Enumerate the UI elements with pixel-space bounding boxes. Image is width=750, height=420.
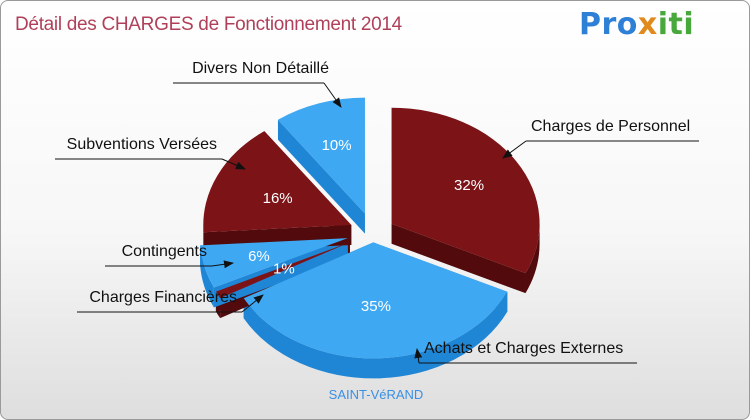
pie-label-arrow xyxy=(221,158,246,170)
pie-label-arrow xyxy=(241,294,264,313)
logo-part-iti: iti xyxy=(657,7,695,42)
pie-category-label: Divers Non Détaillé xyxy=(192,60,329,77)
pie-slice-subventions-vers-es xyxy=(203,131,352,233)
pie-slice-charges-de-personnel xyxy=(391,107,540,274)
commune-name: SAINT-VéRAND xyxy=(328,387,424,402)
pie-slice-percent: 1% xyxy=(273,261,295,278)
pie-category-label: Achats et Charges Externes xyxy=(424,340,623,357)
pie-slice-percent: 6% xyxy=(248,248,270,265)
pie-slice-divers-non-d-taill- xyxy=(277,97,365,214)
pie-category-label: Subventions Versées xyxy=(67,136,217,153)
pie-slice-percent: 35% xyxy=(361,298,391,315)
pie-slice-contingents xyxy=(200,238,348,288)
chart-title: Détail des CHARGES de Fonctionnement 201… xyxy=(15,14,402,35)
pie-slice-charges-financi-res xyxy=(215,242,350,299)
pie-slice-side xyxy=(200,245,214,308)
logo-part-x: x xyxy=(637,7,658,42)
pie-label-arrow xyxy=(323,82,342,108)
pie-slice-side xyxy=(525,223,540,294)
pie-slice-percent: 32% xyxy=(454,177,484,194)
pie-slice-cut-face xyxy=(391,223,526,294)
pie-slice-percent: 16% xyxy=(263,190,293,207)
pie-slice-achats-et-charges-externes xyxy=(243,242,508,359)
pie-category-label: Charges Financières xyxy=(89,289,237,306)
pie-label-arrow xyxy=(414,348,423,364)
pie-label-arrow xyxy=(502,140,527,159)
pie-slice-side xyxy=(243,291,508,379)
pie-slice-cut-face xyxy=(277,119,365,234)
pie-slice-percent: 10% xyxy=(322,137,352,154)
pie-category-label: Charges de Personnel xyxy=(531,118,690,135)
pie-category-label: Contingents xyxy=(122,243,207,260)
proxiti-logo: Proxiti xyxy=(579,7,694,42)
pie-label-arrow xyxy=(211,260,234,269)
logo-part-pro: Pro xyxy=(579,7,638,42)
